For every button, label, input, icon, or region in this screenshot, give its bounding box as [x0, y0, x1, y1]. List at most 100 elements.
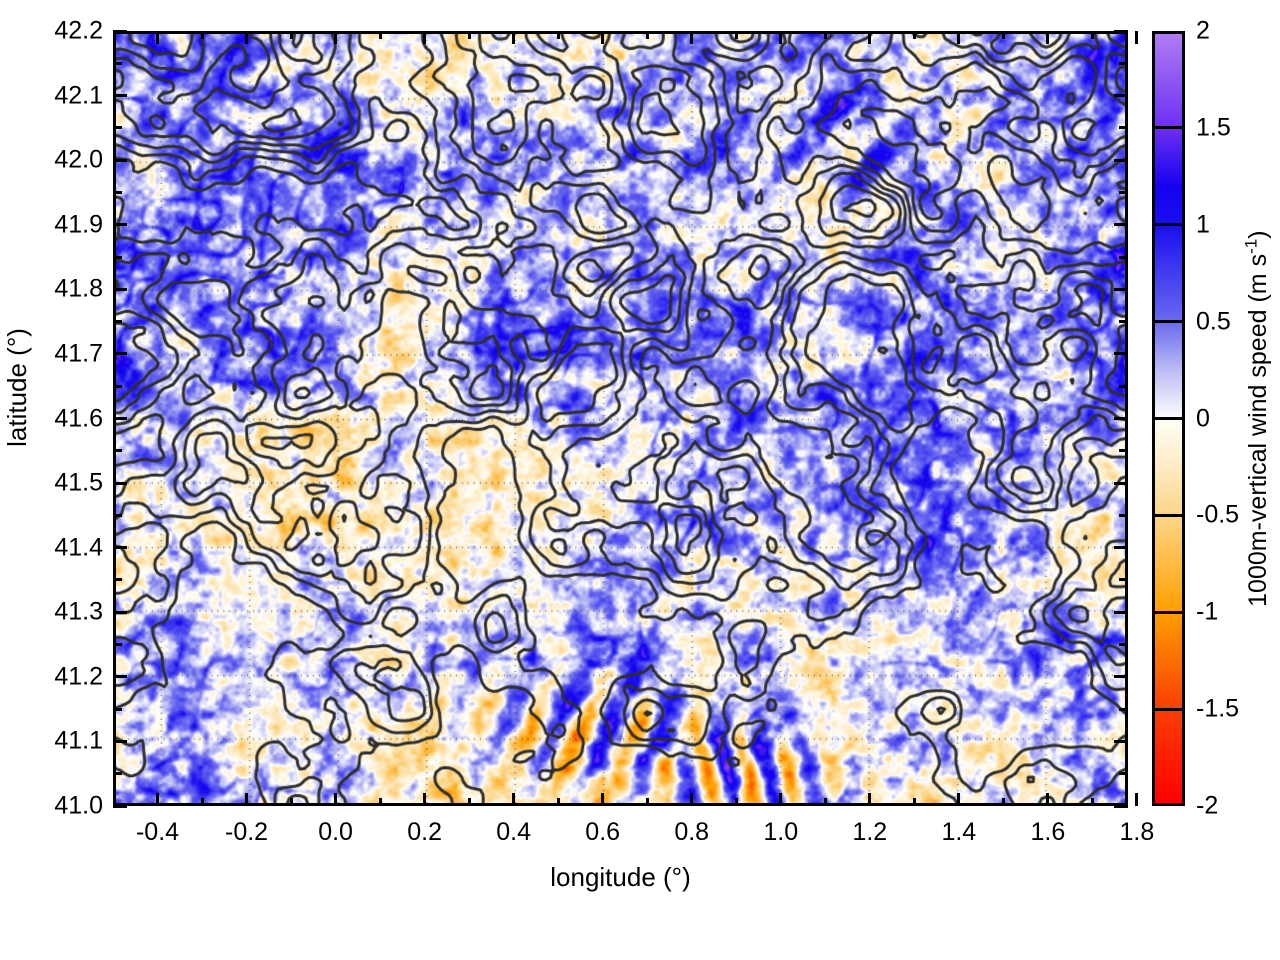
x-tick-major-top: [957, 31, 961, 44]
y-tick-label: 41.9: [54, 210, 103, 239]
y-tick-minor: [113, 255, 122, 259]
x-tick-major-top: [423, 31, 427, 44]
x-tick-major-top: [1046, 31, 1050, 44]
y-tick-minor-right: [1119, 513, 1128, 517]
x-tick-major-top: [156, 31, 160, 44]
y-tick-label: 41.2: [54, 662, 103, 691]
y-tick-major-right: [1114, 287, 1128, 291]
x-tick-label: -0.2: [225, 818, 269, 846]
colorbar-tick: [1152, 126, 1185, 130]
x-tick-label: 1.6: [1030, 818, 1066, 846]
x-tick-label: 0.8: [674, 818, 710, 846]
x-tick-major-top: [334, 31, 338, 44]
y-tick-minor-right: [1119, 449, 1128, 453]
y-tick-major-right: [1114, 94, 1128, 98]
colorbar-tick-label: 0.5: [1196, 307, 1231, 336]
plot-area: [113, 31, 1128, 806]
y-tick-minor: [113, 578, 122, 582]
y-axis-title: latitude (°): [0, 0, 40, 775]
x-tick-major-top: [690, 31, 694, 44]
y-tick-minor-right: [1119, 707, 1128, 711]
terrain-contour-lines: [116, 34, 1125, 803]
y-tick-major: [113, 804, 127, 808]
y-tick-label: 42.0: [54, 145, 103, 174]
y-tick-minor-right: [1119, 61, 1128, 65]
y-tick-major: [113, 287, 127, 291]
x-tick-major-top: [512, 31, 516, 44]
colorbar-tick-label: -1.5: [1196, 694, 1240, 723]
x-tick-minor-top: [1001, 31, 1005, 39]
y-tick-label: 41.5: [54, 468, 103, 497]
x-tick-major: [779, 793, 783, 806]
y-tick-minor-right: [1119, 190, 1128, 194]
y-tick-label: 41.6: [54, 404, 103, 432]
x-tick-major-top: [601, 31, 605, 44]
colorbar-tick-label: 1: [1196, 210, 1210, 239]
x-tick-label: 1.8: [1119, 818, 1155, 846]
y-tick-major-right: [1114, 610, 1128, 614]
x-tick-minor: [378, 798, 382, 806]
y-tick-label: 41.7: [54, 339, 103, 368]
x-tick-major: [601, 793, 605, 806]
colorbar-tick: [1152, 417, 1185, 420]
y-axis-title-text: latitude (°): [1, 328, 32, 447]
x-tick-major-top: [1135, 31, 1139, 44]
x-tick-major: [1135, 793, 1139, 806]
x-tick-major: [245, 793, 249, 806]
y-tick-minor-right: [1119, 578, 1128, 582]
x-tick-label: 1.4: [941, 818, 977, 846]
y-tick-minor: [113, 449, 122, 453]
y-tick-major: [113, 94, 127, 98]
y-tick-minor-right: [1119, 320, 1128, 324]
colorbar-tick-label: -1: [1196, 597, 1219, 626]
y-tick-major-right: [1114, 417, 1128, 420]
y-tick-minor: [113, 772, 122, 776]
y-tick-label: 42.1: [54, 81, 103, 110]
y-tick-minor: [113, 643, 122, 647]
x-tick-minor: [289, 798, 293, 806]
x-tick-minor: [1001, 798, 1005, 806]
y-tick-major: [113, 352, 127, 356]
y-tick-minor-right: [1119, 255, 1128, 259]
x-axis-title: longitude (°): [550, 862, 691, 892]
y-tick-label: 41.1: [54, 726, 103, 755]
x-tick-minor-top: [467, 31, 471, 39]
y-tick-minor: [113, 126, 122, 130]
x-tick-minor-top: [645, 31, 649, 39]
y-tick-major-right: [1114, 804, 1128, 808]
y-tick-minor-right: [1119, 772, 1128, 776]
y-tick-minor: [113, 707, 122, 711]
y-tick-minor-right: [1119, 126, 1128, 130]
y-tick-major: [113, 417, 127, 420]
y-tick-label: 42.2: [54, 16, 103, 45]
x-tick-label: -0.4: [135, 818, 180, 846]
y-tick-major-right: [1114, 352, 1128, 356]
y-tick-minor-right: [1119, 643, 1128, 647]
colorbar-title-text: 1000m-vertical wind speed (m s-1): [1241, 230, 1272, 607]
y-tick-minor: [113, 61, 122, 65]
x-tick-major: [1046, 793, 1050, 806]
x-tick-label: 0.4: [496, 818, 532, 846]
x-tick-major: [512, 793, 516, 806]
x-tick-major: [334, 793, 338, 806]
y-tick-major-right: [1114, 29, 1128, 33]
x-tick-major-top: [868, 31, 872, 44]
x-tick-label: 1.2: [852, 818, 888, 846]
y-tick-minor-right: [1119, 384, 1128, 388]
x-tick-major: [868, 793, 872, 806]
y-tick-major: [113, 223, 127, 227]
colorbar-tick: [1152, 320, 1185, 324]
x-tick-minor-top: [378, 31, 382, 39]
y-tick-minor: [113, 513, 122, 517]
y-tick-major: [113, 546, 127, 550]
colorbar-title: 1000m-vertical wind speed (m s-1): [1234, 31, 1280, 806]
colorbar-tick: [1152, 610, 1185, 614]
y-tick-minor: [113, 320, 122, 324]
x-tick-minor: [645, 798, 649, 806]
x-tick-minor: [200, 798, 204, 806]
y-tick-major: [113, 29, 127, 33]
x-tick-label: 1.0: [763, 818, 799, 846]
x-tick-major: [423, 793, 427, 806]
x-tick-minor: [912, 798, 916, 806]
